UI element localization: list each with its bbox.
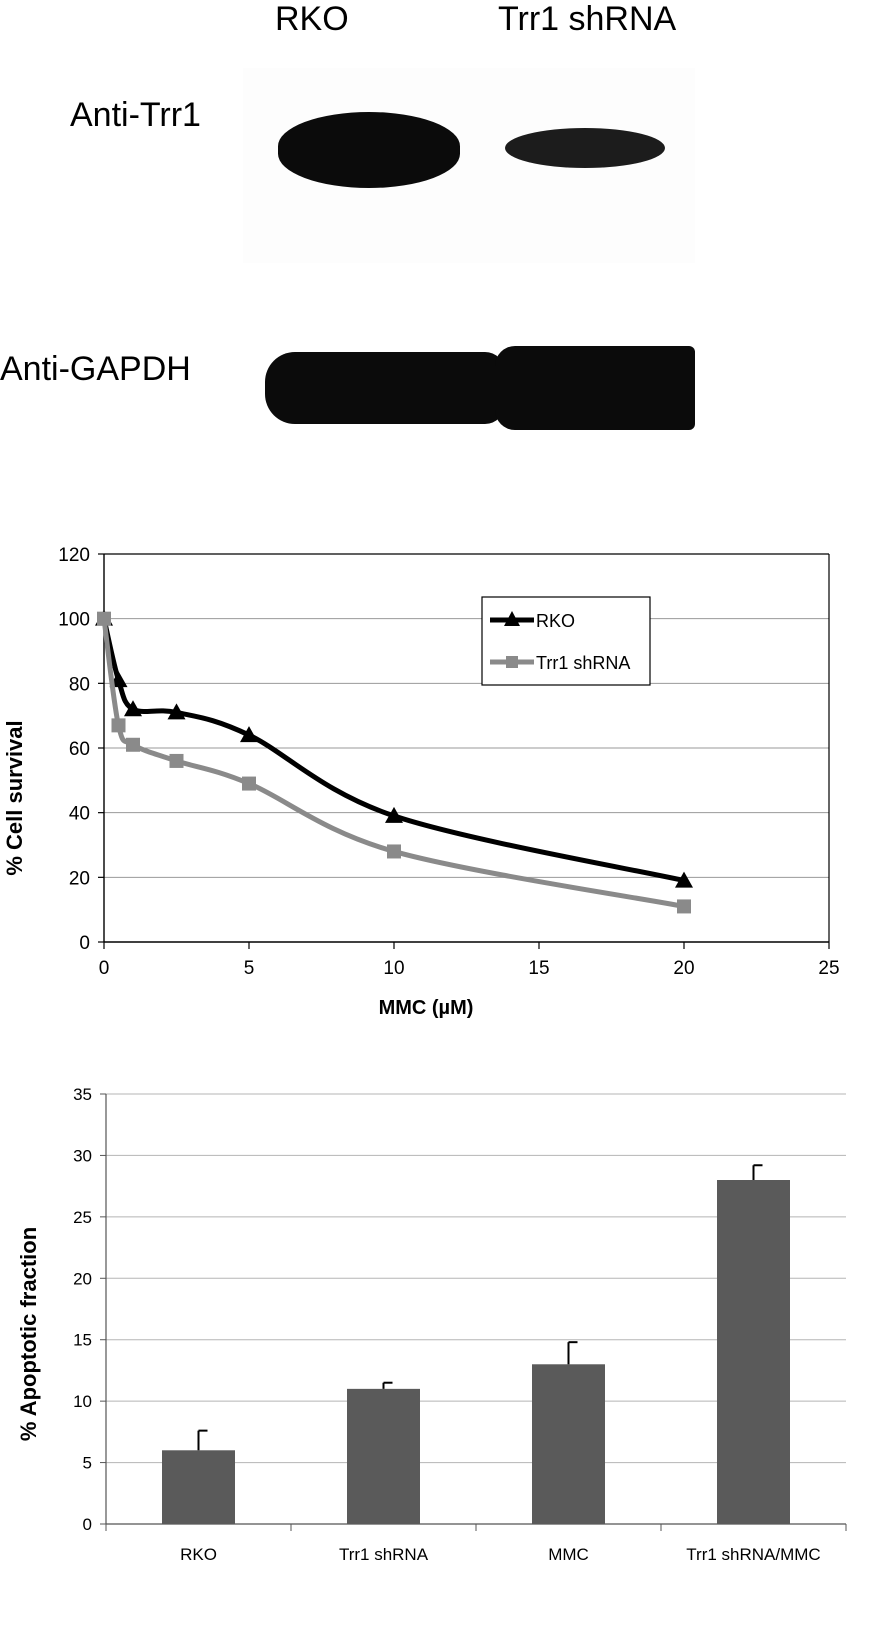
data-point-trr1-shrna <box>169 753 184 768</box>
x-tick-label: 5 <box>244 958 255 979</box>
y-tick-label: 0 <box>83 1515 92 1534</box>
blot-membrane-trr1 <box>243 68 695 263</box>
data-point-trr1-shrna <box>387 844 401 859</box>
apoptosis-y-ticks: 0 5 10 15 20 25 30 35 <box>73 1085 92 1534</box>
bar-mmc <box>532 1364 605 1524</box>
data-point-rko <box>240 726 258 743</box>
survival-x-axis-label: MMC (µM) <box>379 997 474 1019</box>
y-tick-label: 25 <box>73 1208 92 1227</box>
x-tick-label: 0 <box>99 958 110 979</box>
legend-marker-rko <box>504 611 520 626</box>
data-point-trr1-shrna <box>111 718 126 733</box>
x-tick-label: Trr1 shRNA <box>339 1545 429 1564</box>
data-point-trr1-shrna <box>677 899 691 914</box>
survival-axes <box>98 553 830 949</box>
apoptosis-x-ticks: RKO Trr1 shRNA MMC Trr1 shRNA/MMC <box>180 1545 821 1564</box>
x-tick-label: RKO <box>180 1545 217 1564</box>
x-tick-label: 10 <box>383 958 404 979</box>
y-tick-label: 20 <box>69 868 90 889</box>
legend-label-trr1-shrna: Trr1 shRNA <box>536 653 630 673</box>
lane-label-trr1-shrna: Trr1 shRNA <box>498 0 677 38</box>
bar-rko <box>162 1450 235 1524</box>
y-tick-label: 35 <box>73 1085 92 1104</box>
band-gapdh-rko <box>265 352 505 424</box>
y-tick-label: 10 <box>73 1392 92 1411</box>
bar-trr1-shrna-mmc <box>717 1180 790 1524</box>
legend-box <box>481 596 651 686</box>
x-tick-label: MMC <box>548 1545 589 1564</box>
y-tick-label: 40 <box>69 804 90 825</box>
band-trr1-shrna <box>505 128 665 168</box>
survival-x-ticks: 0 5 10 15 20 25 <box>99 958 840 979</box>
blot-membrane-gapdh <box>265 346 695 432</box>
data-point-rko <box>675 871 693 888</box>
y-tick-label: 60 <box>69 739 90 760</box>
survival-y-ticks: 0 20 40 60 80 100 120 <box>58 545 90 954</box>
survival-series <box>95 609 693 914</box>
data-point-trr1-shrna <box>97 611 111 626</box>
series-line-rko <box>101 618 685 884</box>
data-point-rko <box>124 700 142 717</box>
x-tick-label: 20 <box>673 958 694 979</box>
row-label-anti-gapdh: Anti-GAPDH <box>0 350 191 388</box>
band-gapdh-shrna <box>495 346 695 430</box>
data-point-rko <box>385 806 403 823</box>
y-tick-label: 120 <box>58 545 90 566</box>
y-tick-label: 100 <box>58 610 90 631</box>
apoptosis-chart: 0 5 10 15 20 25 30 35 RKO Trr1 shRNA MMC Trr1 shRN… <box>16 1085 847 1564</box>
data-point-rko <box>167 703 186 720</box>
y-tick-label: 30 <box>73 1146 92 1165</box>
y-tick-label: 0 <box>79 933 90 954</box>
survival-y-axis-label: % Cell survival <box>2 720 27 875</box>
data-point-trr1-shrna <box>126 737 140 752</box>
x-tick-label: 25 <box>818 958 839 979</box>
lane-label-rko: RKO <box>275 0 349 38</box>
row-label-anti-trr1: Anti-Trr1 <box>70 96 201 134</box>
apoptosis-bars <box>162 1164 790 1524</box>
data-point-trr1-shrna <box>242 776 256 791</box>
legend-label-rko: RKO <box>536 611 575 631</box>
y-tick-label: 80 <box>69 674 90 695</box>
y-tick-label: 5 <box>83 1454 92 1473</box>
survival-grid <box>104 553 829 878</box>
band-trr1-rko <box>278 112 460 188</box>
x-tick-label: Trr1 shRNA/MMC <box>686 1545 820 1564</box>
y-tick-label: 15 <box>73 1331 92 1350</box>
apoptosis-y-axis-label: % Apoptotic fraction <box>16 1227 41 1441</box>
survival-chart: 0 20 40 60 80 100 120 0 5 10 15 20 25 MMC (µM) % Ce… <box>2 545 840 1019</box>
y-tick-label: 20 <box>73 1269 92 1288</box>
bar-trr1-shrna <box>347 1388 420 1524</box>
survival-legend: RKO Trr1 shRNA <box>481 596 651 686</box>
legend-marker-trr1-shrna <box>506 656 518 668</box>
x-tick-label: 15 <box>528 958 549 979</box>
